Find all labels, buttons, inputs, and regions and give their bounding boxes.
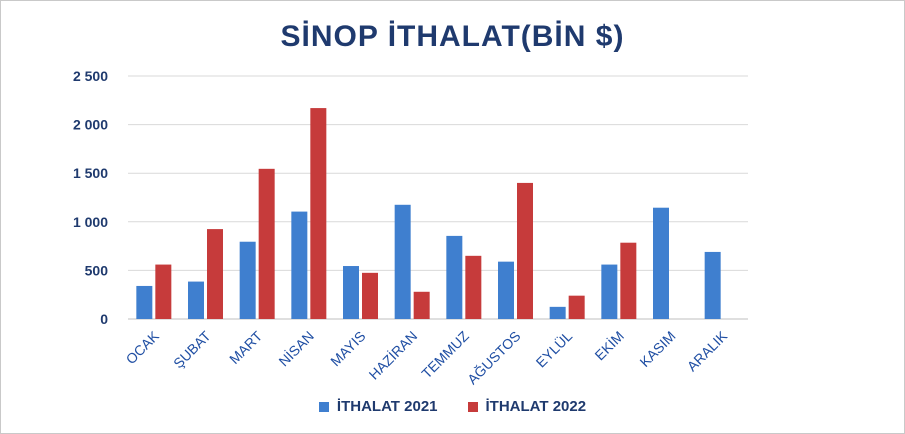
bar-2022 [465, 255, 482, 319]
bars [136, 108, 721, 320]
x-tick-label: KASIM [636, 328, 678, 370]
y-tick-label: 500 [85, 262, 109, 278]
x-tick-label: TEMMUZ [418, 328, 472, 382]
y-tick-label: 2 000 [73, 117, 108, 133]
bar-2022 [620, 242, 637, 319]
bar-2021 [291, 211, 308, 319]
legend-swatch-2022 [467, 401, 478, 412]
x-tick-label: OCAK [123, 327, 163, 367]
x-tick-label: AĞUSTOS [464, 328, 524, 388]
legend-label-2022: İTHALAT 2022 [485, 398, 587, 415]
bar-2022 [258, 168, 275, 319]
bar-2021 [343, 266, 359, 319]
bar-2021 [136, 285, 153, 319]
bar-2021 [653, 207, 669, 319]
bar-2021 [498, 261, 514, 319]
gridlines [128, 75, 748, 320]
x-tick-label: EYLÜL [532, 327, 576, 371]
bar-2021 [188, 281, 204, 319]
bar-2022 [413, 291, 430, 319]
legend-item-2022: İTHALAT 2022 [467, 398, 587, 415]
y-axis-ticks: 0 500 1 000 1 500 2 000 2 500 [73, 68, 108, 327]
bar-2022 [517, 182, 533, 319]
bar-2021 [601, 264, 618, 319]
x-tick-label: ARALIK [684, 327, 731, 374]
legend-swatch-2021 [318, 401, 329, 412]
bar-2022 [362, 272, 378, 319]
bar-2022 [155, 264, 172, 319]
legend: İTHALAT 2021 İTHALAT 2022 [0, 398, 905, 415]
x-tick-label: NİSAN [275, 327, 317, 369]
bar-2022 [568, 295, 585, 319]
bar-2021 [549, 306, 566, 319]
bar-2021 [394, 204, 411, 319]
x-tick-label: EKİM [591, 327, 627, 363]
x-tick-label: ŞUBAT [170, 327, 214, 371]
x-axis-ticks: OCAK ŞUBAT MART NİSAN MAYISHAZİRANTEMMUZAĞUS… [123, 327, 731, 387]
chart-title: SİNOP İTHALAT(BİN $) [280, 20, 625, 53]
x-tick-label: MAYIS [327, 328, 368, 369]
y-tick-label: 2 500 [73, 68, 108, 84]
bar-2021 [704, 251, 721, 319]
bar-2022 [207, 229, 223, 319]
bar-2021 [239, 241, 256, 319]
y-tick-label: 1 500 [73, 165, 108, 181]
x-tick-label: MART [226, 327, 265, 366]
x-tick-label: HAZİRAN [365, 327, 420, 382]
y-tick-label: 0 [100, 311, 108, 327]
y-tick-label: 1 000 [73, 214, 108, 230]
legend-item-2021: İTHALAT 2021 [318, 398, 438, 415]
legend-label-2021: İTHALAT 2021 [336, 398, 438, 415]
bar-2022 [310, 108, 327, 320]
bar-2021 [446, 235, 463, 319]
